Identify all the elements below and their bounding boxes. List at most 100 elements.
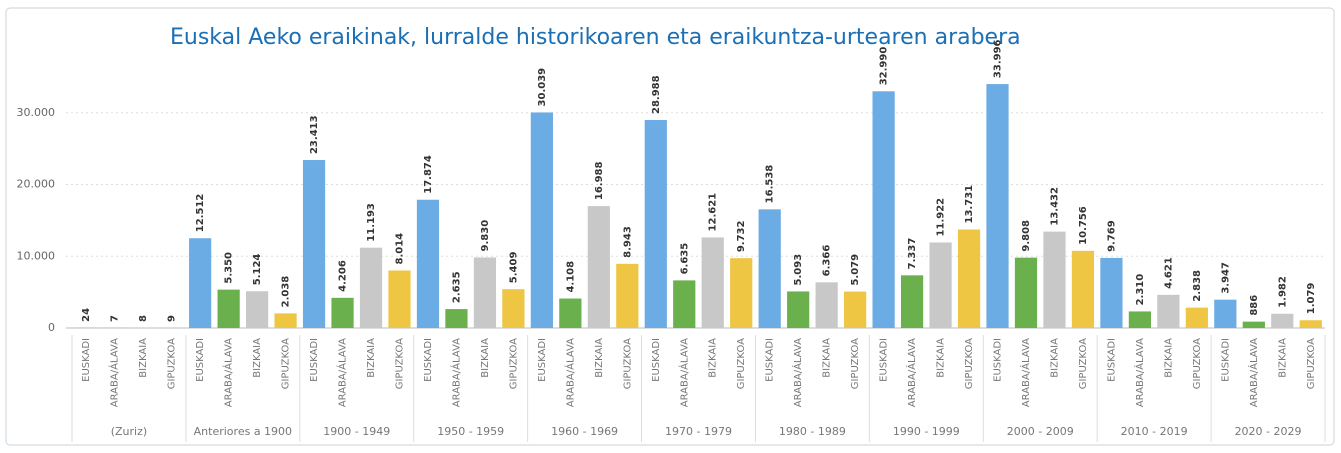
value-label: 5.124 bbox=[252, 254, 263, 286]
x-tick-label: GIPUZKOA bbox=[622, 338, 633, 389]
bar bbox=[1186, 308, 1208, 328]
value-label: 8.943 bbox=[622, 226, 633, 258]
bar bbox=[1243, 322, 1265, 328]
bar bbox=[787, 291, 809, 328]
value-label: 2.310 bbox=[1135, 274, 1146, 306]
x-tick-label: ARABA/ÁLAVA bbox=[1247, 338, 1260, 407]
y-tick-label: 0 bbox=[48, 321, 55, 334]
x-tick-label: BIZKAIA bbox=[594, 338, 605, 378]
bar bbox=[929, 242, 951, 328]
value-label: 13.432 bbox=[1049, 187, 1060, 226]
group-label: 2000 - 2009 bbox=[1007, 425, 1074, 438]
value-label: 9.830 bbox=[480, 220, 491, 252]
x-tick-label: EUSKADI bbox=[537, 338, 548, 382]
x-tick-label: ARABA/ÁLAVA bbox=[1133, 338, 1146, 407]
x-tick-label: EUSKADI bbox=[81, 338, 92, 382]
bar bbox=[1271, 314, 1293, 328]
x-tick-label: GIPUZKOA bbox=[1078, 338, 1089, 389]
value-label: 17.874 bbox=[423, 155, 434, 194]
chart-title: Euskal Aeko eraikinak, lurralde historik… bbox=[170, 25, 1021, 50]
bar bbox=[303, 160, 325, 328]
value-label: 12.621 bbox=[708, 193, 719, 232]
value-label: 24 bbox=[81, 308, 92, 322]
bar bbox=[388, 270, 410, 328]
x-tick-label: EUSKADI bbox=[195, 338, 206, 382]
x-tick-label: EUSKADI bbox=[423, 338, 434, 382]
value-label: 13.731 bbox=[964, 185, 975, 224]
value-label: 3.947 bbox=[1220, 262, 1231, 294]
group-label: 1960 - 1969 bbox=[551, 425, 618, 438]
x-tick-label: EUSKADI bbox=[1220, 338, 1231, 382]
value-label: 2.038 bbox=[281, 276, 292, 308]
bar bbox=[958, 229, 980, 328]
x-tick-label: GIPUZKOA bbox=[736, 338, 747, 389]
value-label: 16.988 bbox=[594, 161, 605, 200]
value-label: 10.756 bbox=[1078, 206, 1089, 245]
bar bbox=[872, 91, 894, 328]
group-label: 1990 - 1999 bbox=[893, 425, 960, 438]
bar bbox=[360, 248, 382, 328]
value-label: 11.193 bbox=[366, 203, 377, 242]
group-label: (Zuriz) bbox=[111, 425, 147, 438]
x-tick-label: GIPUZKOA bbox=[964, 338, 975, 389]
value-label: 5.079 bbox=[850, 254, 861, 286]
x-tick-label: ARABA/ÁLAVA bbox=[791, 338, 804, 407]
x-tick-label: BIZKAIA bbox=[708, 338, 719, 378]
value-label: 1.079 bbox=[1306, 283, 1317, 315]
bar bbox=[588, 206, 610, 328]
value-label: 9.769 bbox=[1106, 220, 1117, 252]
x-tick-label: GIPUZKOA bbox=[508, 338, 519, 389]
bar bbox=[1129, 311, 1151, 328]
x-tick-label: EUSKADI bbox=[309, 338, 320, 382]
bar bbox=[1100, 258, 1122, 328]
value-label: 8 bbox=[138, 315, 149, 322]
value-label: 28.988 bbox=[651, 75, 662, 114]
group-label: 2010 - 2019 bbox=[1121, 425, 1188, 438]
bar bbox=[986, 84, 1008, 328]
x-tick-label: ARABA/ÁLAVA bbox=[677, 338, 690, 407]
bar bbox=[331, 298, 353, 328]
value-label: 6.366 bbox=[822, 245, 833, 277]
x-tick-label: BIZKAIA bbox=[822, 338, 833, 378]
value-label: 4.621 bbox=[1163, 257, 1174, 289]
x-tick-label: GIPUZKOA bbox=[1306, 338, 1317, 389]
bar bbox=[1043, 232, 1065, 328]
x-tick-label: EUSKADI bbox=[993, 338, 1004, 382]
x-tick-label: BIZKAIA bbox=[1277, 338, 1288, 378]
bar bbox=[1072, 251, 1094, 328]
group-label: 1900 - 1949 bbox=[323, 425, 390, 438]
bar bbox=[189, 238, 211, 328]
value-label: 12.512 bbox=[195, 194, 206, 233]
x-tick-label: BIZKAIA bbox=[1049, 338, 1060, 378]
value-label: 4.206 bbox=[338, 260, 349, 292]
bar bbox=[531, 112, 553, 328]
x-tick-label: EUSKADI bbox=[651, 338, 662, 382]
value-label: 9 bbox=[167, 315, 178, 322]
bar bbox=[1015, 258, 1037, 328]
x-tick-label: ARABA/ÁLAVA bbox=[563, 338, 576, 407]
value-label: 9.808 bbox=[1021, 220, 1032, 252]
x-tick-label: EUSKADI bbox=[879, 338, 890, 382]
x-tick-label: BIZKAIA bbox=[936, 338, 947, 378]
value-label: 23.413 bbox=[309, 115, 320, 154]
value-label: 16.538 bbox=[765, 165, 776, 204]
group-label: Anteriores a 1900 bbox=[194, 425, 292, 438]
bar bbox=[616, 264, 638, 328]
value-label: 7 bbox=[110, 315, 121, 322]
value-label: 33.996 bbox=[993, 39, 1004, 78]
value-label: 11.922 bbox=[936, 198, 947, 237]
bar bbox=[673, 280, 695, 328]
value-label: 30.039 bbox=[537, 68, 548, 107]
x-tick-label: GIPUZKOA bbox=[281, 338, 292, 389]
value-label: 886 bbox=[1249, 295, 1260, 316]
value-label: 8.014 bbox=[394, 233, 405, 265]
group-label: 1980 - 1989 bbox=[779, 425, 846, 438]
x-tick-label: BIZKAIA bbox=[1163, 338, 1174, 378]
value-label: 2.635 bbox=[451, 271, 462, 303]
x-tick-label: BIZKAIA bbox=[138, 338, 149, 378]
x-tick-label: GIPUZKOA bbox=[850, 338, 861, 389]
value-label: 5.093 bbox=[793, 254, 804, 286]
bar bbox=[559, 299, 581, 328]
bar bbox=[901, 275, 923, 328]
